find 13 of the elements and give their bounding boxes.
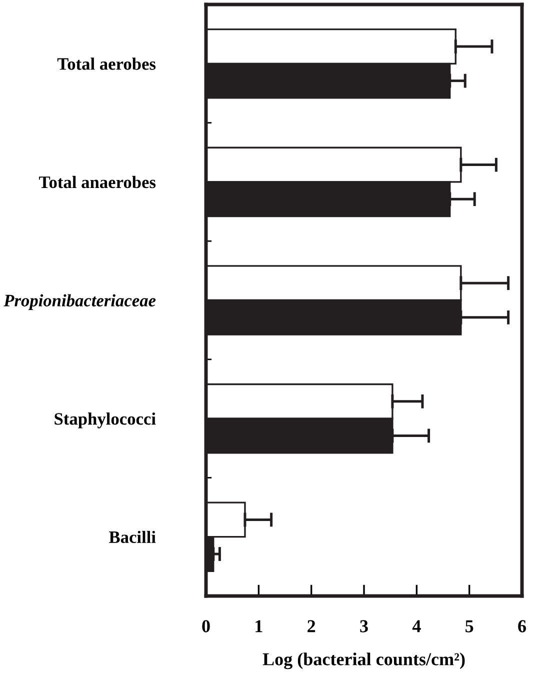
x-tick-label: 5 <box>466 620 474 632</box>
y-tick-label: Bacilli <box>109 530 156 544</box>
x-tick-label: 6 <box>518 620 526 632</box>
y-tick-label: Propionibacteriaceae <box>4 294 156 310</box>
y-tick-label: Total aerobes <box>57 58 156 70</box>
x-tick-label: 3 <box>360 620 368 632</box>
x-tick-label: 1 <box>256 620 262 632</box>
x-tick-label: 0 <box>202 620 210 632</box>
x-axis-title: Log (bacterial counts/cm²) <box>262 652 465 670</box>
y-tick-label: Staphylococci <box>54 412 156 428</box>
x-tick-label: 2 <box>308 620 316 632</box>
y-tick-label: Total anaerobes <box>39 176 156 188</box>
x-tick-label: 4 <box>412 620 421 632</box>
